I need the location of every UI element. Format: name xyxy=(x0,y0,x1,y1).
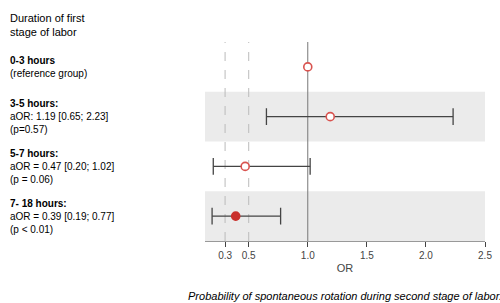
svg-text:Probability of spontaneous rot: Probability of spontaneous rotation duri… xyxy=(188,290,500,302)
svg-text:0.5: 0.5 xyxy=(242,250,256,261)
svg-text:2.5: 2.5 xyxy=(478,250,492,261)
svg-text:1.5: 1.5 xyxy=(360,250,374,261)
svg-text:0.3: 0.3 xyxy=(218,250,232,261)
svg-text:2.0: 2.0 xyxy=(419,250,433,261)
svg-text:OR: OR xyxy=(337,262,354,274)
svg-text:0-3 hours(reference group): 0-3 hours(reference group) xyxy=(10,55,87,79)
svg-text:5-7 hours:aOR = 0.47 [0.20; 1.: 5-7 hours:aOR = 0.47 [0.20; 1.02](p = 0.… xyxy=(10,148,114,185)
svg-text:Duration of firststage of labo: Duration of firststage of labor xyxy=(10,12,85,38)
svg-text:1.0: 1.0 xyxy=(301,250,315,261)
svg-text:3-5 hours:aOR: 1.19 [0.65; 2.2: 3-5 hours:aOR: 1.19 [0.65; 2.23](p=0.57) xyxy=(10,98,109,135)
svg-text:7- 18 hours:aOR = 0.39 [0.19;: 7- 18 hours:aOR = 0.39 [0.19; 0.77](p < … xyxy=(10,198,114,235)
